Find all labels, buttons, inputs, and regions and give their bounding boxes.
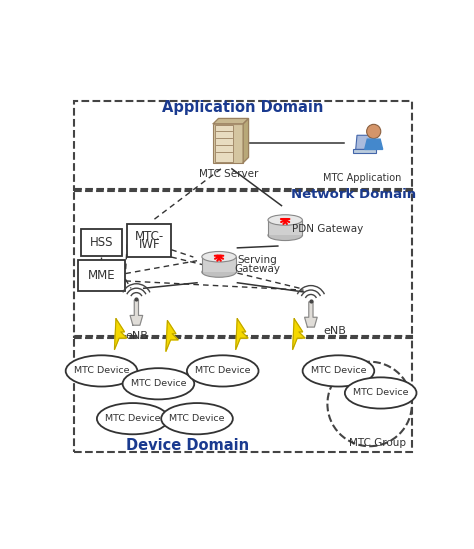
Text: MTC Device: MTC Device bbox=[74, 366, 129, 376]
Polygon shape bbox=[353, 149, 376, 153]
Text: eNB: eNB bbox=[125, 331, 148, 341]
Text: MTC Device: MTC Device bbox=[353, 389, 409, 397]
Polygon shape bbox=[305, 302, 317, 327]
Text: MTC Device: MTC Device bbox=[310, 366, 366, 376]
Ellipse shape bbox=[202, 267, 236, 277]
Text: Network Domain: Network Domain bbox=[291, 188, 416, 201]
Text: Application Domain: Application Domain bbox=[162, 100, 324, 115]
Text: eNB: eNB bbox=[323, 326, 346, 335]
Bar bbox=[78, 260, 125, 291]
Bar bbox=[74, 336, 412, 452]
FancyBboxPatch shape bbox=[215, 125, 233, 161]
FancyBboxPatch shape bbox=[213, 124, 243, 163]
Text: MTC Device: MTC Device bbox=[169, 414, 225, 423]
Text: MTC Server: MTC Server bbox=[199, 169, 258, 178]
Ellipse shape bbox=[345, 377, 417, 408]
Bar bbox=[127, 224, 171, 257]
Polygon shape bbox=[130, 300, 143, 325]
Text: PDN Gateway: PDN Gateway bbox=[292, 225, 363, 234]
Text: MTC Device: MTC Device bbox=[195, 366, 250, 376]
Text: HSS: HSS bbox=[90, 236, 113, 249]
Ellipse shape bbox=[66, 355, 137, 386]
Ellipse shape bbox=[302, 355, 374, 386]
Ellipse shape bbox=[268, 230, 302, 240]
Ellipse shape bbox=[187, 355, 258, 386]
Text: MTC Device: MTC Device bbox=[131, 379, 186, 388]
Bar bbox=[82, 228, 122, 256]
Ellipse shape bbox=[123, 368, 194, 399]
Ellipse shape bbox=[161, 403, 233, 434]
Polygon shape bbox=[292, 319, 305, 350]
Polygon shape bbox=[243, 119, 248, 163]
Polygon shape bbox=[213, 119, 248, 124]
Polygon shape bbox=[236, 319, 248, 350]
Ellipse shape bbox=[97, 403, 169, 434]
Polygon shape bbox=[356, 135, 375, 149]
Text: MTC Application: MTC Application bbox=[323, 173, 401, 183]
Bar bbox=[74, 101, 412, 191]
Text: MTC Group: MTC Group bbox=[348, 438, 406, 449]
Circle shape bbox=[366, 124, 381, 138]
Polygon shape bbox=[365, 139, 383, 149]
Text: MTC Device: MTC Device bbox=[105, 414, 161, 423]
Text: MME: MME bbox=[88, 269, 115, 282]
Text: IWF: IWF bbox=[138, 238, 160, 251]
Polygon shape bbox=[114, 319, 127, 350]
Ellipse shape bbox=[202, 251, 236, 262]
Text: MTC-: MTC- bbox=[135, 230, 164, 243]
Text: Gateway: Gateway bbox=[235, 264, 281, 274]
Polygon shape bbox=[166, 321, 178, 351]
Bar bbox=[202, 257, 236, 272]
Text: Device Domain: Device Domain bbox=[126, 438, 249, 452]
Bar bbox=[74, 189, 412, 338]
Bar bbox=[268, 220, 302, 236]
Ellipse shape bbox=[268, 215, 302, 225]
Text: Serving: Serving bbox=[238, 255, 277, 265]
